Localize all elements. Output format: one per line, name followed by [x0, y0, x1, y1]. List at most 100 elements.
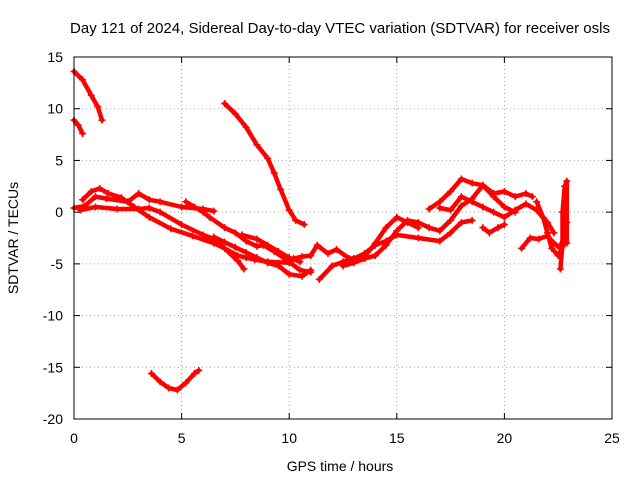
series-arc-12: [315, 216, 476, 283]
series-line: [78, 204, 247, 272]
data-point-marker: [500, 221, 508, 229]
data-point-marker: [92, 203, 100, 211]
data-point-marker: [490, 190, 498, 198]
data-point-marker: [518, 244, 526, 252]
data-point-marker: [371, 241, 379, 249]
data-point-marker: [528, 193, 536, 201]
data-point-marker: [298, 253, 306, 261]
plot-frame: [73, 56, 613, 420]
x-tick-label: 15: [389, 430, 405, 446]
series-line: [222, 101, 307, 227]
series-line: [534, 199, 567, 258]
x-tick-label: 5: [178, 430, 186, 446]
data-point-marker: [238, 231, 246, 239]
data-point-marker: [156, 198, 164, 206]
data-point-marker: [561, 182, 569, 190]
data-point-marker: [307, 266, 315, 274]
data-point-marker: [145, 213, 153, 221]
data-point-marker: [242, 248, 250, 256]
data-point-marker: [511, 193, 519, 201]
data-point-marker: [231, 229, 239, 237]
y-tick-label: 0: [55, 204, 63, 220]
data-point-marker: [550, 229, 558, 237]
data-point-marker: [548, 244, 556, 252]
data-point-marker: [79, 130, 87, 138]
data-point-marker: [234, 257, 242, 265]
data-point-marker: [87, 187, 95, 195]
data-point-marker: [457, 218, 465, 226]
data-point-marker: [231, 110, 239, 118]
data-point-marker: [117, 194, 125, 202]
data-point-marker: [242, 123, 250, 131]
data-point-marker: [425, 205, 433, 213]
data-point-marker: [404, 216, 412, 224]
data-point-marker: [274, 262, 282, 270]
data-point-marker: [468, 198, 476, 206]
series-arc-09: [221, 100, 308, 229]
data-point-marker: [436, 198, 444, 206]
data-point-marker: [414, 218, 422, 226]
data-point-marker: [221, 244, 229, 252]
data-point-marker: [145, 196, 153, 204]
data-point-marker: [468, 179, 476, 187]
data-point-marker: [79, 196, 87, 204]
data-point-marker: [191, 203, 199, 211]
data-point-marker: [300, 221, 308, 229]
data-point-marker: [436, 237, 444, 245]
data-point-marker: [135, 205, 143, 213]
data-point-marker: [563, 218, 571, 226]
data-point-marker: [500, 187, 508, 195]
data-series-group: [70, 67, 571, 394]
series-arc-11: [290, 213, 422, 263]
data-point-marker: [556, 265, 564, 273]
series-line: [480, 222, 507, 236]
data-point-marker: [199, 208, 207, 216]
series-arc-19: [556, 177, 571, 273]
data-point-marker: [96, 184, 104, 192]
series-line: [211, 234, 313, 279]
data-point-marker: [195, 366, 203, 374]
data-point-marker: [485, 229, 493, 237]
chart-title: Day 121 of 2024, Sidereal Day-to-day VTE…: [70, 20, 610, 37]
series-line: [558, 178, 570, 272]
data-point-marker: [511, 206, 519, 214]
y-tick-label: -20: [43, 411, 63, 427]
data-point-marker: [92, 193, 100, 201]
axes: 0 5 10 15 20 25 15 10 5 0 -5 -10 -15 -20: [43, 49, 620, 446]
data-point-marker: [457, 193, 465, 201]
data-point-marker: [102, 195, 110, 203]
data-point-marker: [113, 205, 121, 213]
data-point-marker: [447, 206, 455, 214]
data-point-marker: [270, 169, 278, 177]
data-point-marker: [79, 76, 87, 84]
data-point-marker: [436, 204, 444, 212]
data-point-marker: [425, 224, 433, 232]
data-point-marker: [298, 272, 306, 280]
data-point-marker: [285, 206, 293, 214]
data-point-marker: [240, 265, 248, 273]
series-arc-07: [210, 233, 315, 280]
data-point-marker: [382, 241, 390, 249]
data-point-marker: [393, 213, 401, 221]
data-point-marker: [231, 243, 239, 251]
y-tick-label: -15: [43, 359, 63, 375]
data-point-marker: [191, 369, 199, 377]
series-arc-03: [70, 190, 218, 215]
series-line: [80, 186, 292, 266]
data-point-marker: [165, 384, 173, 392]
data-point-marker: [94, 103, 102, 111]
data-point-marker: [522, 190, 530, 198]
x-tick-label: 20: [497, 430, 513, 446]
data-point-marker: [447, 187, 455, 195]
data-point-marker: [188, 232, 196, 240]
data-point-marker: [173, 386, 181, 394]
series-line: [519, 230, 567, 251]
data-point-marker: [292, 216, 300, 224]
data-point-marker: [296, 266, 304, 274]
grid: [74, 57, 612, 419]
data-point-marker: [264, 259, 272, 267]
data-point-marker: [447, 216, 455, 224]
data-point-marker: [436, 227, 444, 235]
series-line: [437, 194, 557, 236]
data-point-marker: [74, 121, 82, 129]
